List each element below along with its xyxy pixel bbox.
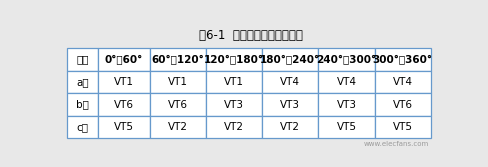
Text: VT4: VT4 xyxy=(392,77,412,87)
Bar xyxy=(150,116,206,138)
Text: VT2: VT2 xyxy=(224,122,244,132)
Bar xyxy=(67,48,98,71)
Bar xyxy=(262,116,318,138)
Text: VT3: VT3 xyxy=(224,100,244,110)
Text: VT6: VT6 xyxy=(168,100,188,110)
Text: VT4: VT4 xyxy=(280,77,300,87)
Bar xyxy=(150,93,206,116)
Text: VT4: VT4 xyxy=(336,77,356,87)
Text: VT2: VT2 xyxy=(280,122,300,132)
Bar xyxy=(67,116,98,138)
Bar xyxy=(374,93,430,116)
Bar xyxy=(98,116,150,138)
Bar xyxy=(206,71,262,93)
Bar xyxy=(206,116,262,138)
Text: VT3: VT3 xyxy=(280,100,300,110)
Text: VT1: VT1 xyxy=(168,77,188,87)
Text: VT6: VT6 xyxy=(114,100,134,110)
Text: 60°～120°: 60°～120° xyxy=(151,55,204,65)
Bar xyxy=(262,93,318,116)
Bar xyxy=(150,71,206,93)
Text: VT6: VT6 xyxy=(392,100,412,110)
Bar xyxy=(318,71,374,93)
Text: VT1: VT1 xyxy=(114,77,134,87)
Bar xyxy=(206,48,262,71)
Bar xyxy=(318,93,374,116)
Bar xyxy=(98,48,150,71)
Bar xyxy=(318,48,374,71)
Text: 表6-1  阻性负载时各管导通图: 表6-1 阻性负载时各管导通图 xyxy=(198,29,302,42)
Text: 区间: 区间 xyxy=(76,55,88,65)
Text: b相: b相 xyxy=(76,100,88,110)
Text: VT5: VT5 xyxy=(392,122,412,132)
Bar xyxy=(150,48,206,71)
Bar xyxy=(67,93,98,116)
Text: www.elecfans.com: www.elecfans.com xyxy=(363,141,428,147)
Text: 180°～240°: 180°～240° xyxy=(260,55,320,65)
Bar xyxy=(67,71,98,93)
Text: 0°～60°: 0°～60° xyxy=(104,55,142,65)
Bar xyxy=(318,116,374,138)
Bar xyxy=(262,48,318,71)
Text: a相: a相 xyxy=(76,77,88,87)
Text: VT5: VT5 xyxy=(336,122,356,132)
Bar xyxy=(206,93,262,116)
Text: 120°～180°: 120°～180° xyxy=(204,55,264,65)
Text: 240°～300°: 240°～300° xyxy=(316,55,376,65)
Text: c相: c相 xyxy=(76,122,88,132)
Bar xyxy=(374,71,430,93)
Bar xyxy=(374,116,430,138)
Text: 300°～360°: 300°～360° xyxy=(372,55,432,65)
Text: VT2: VT2 xyxy=(168,122,188,132)
Bar xyxy=(262,71,318,93)
Text: VT1: VT1 xyxy=(224,77,244,87)
Text: VT3: VT3 xyxy=(336,100,356,110)
Bar xyxy=(98,93,150,116)
Bar xyxy=(98,71,150,93)
Bar xyxy=(374,48,430,71)
Text: VT5: VT5 xyxy=(114,122,134,132)
